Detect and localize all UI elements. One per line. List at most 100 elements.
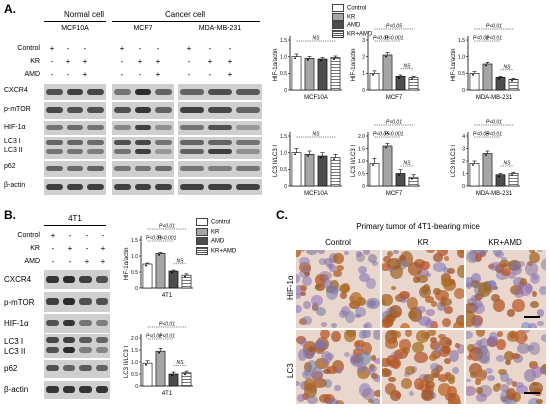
sign-a-signs-0-3: + xyxy=(119,44,125,53)
b-band xyxy=(79,276,92,283)
stain-cell xyxy=(485,367,494,374)
stain-cell xyxy=(426,250,436,254)
stain-cell xyxy=(399,290,410,299)
stain-cell xyxy=(477,282,492,297)
a-hif-mcf10a-ylabel: HIF-1α/actin xyxy=(273,49,279,82)
a-lc3-mcf10a-bar-2 xyxy=(317,155,328,187)
stain-cell xyxy=(449,279,456,285)
stain-cell xyxy=(408,262,422,276)
a-hif-mda-ytick-label: 0.5 xyxy=(458,71,465,77)
stain-cell xyxy=(472,317,482,328)
stain-cell xyxy=(506,308,515,317)
b-band xyxy=(62,365,75,371)
b-lc3-4t1-dot-1 xyxy=(158,351,160,354)
stain-cell xyxy=(443,305,454,315)
stain-cell xyxy=(425,309,435,316)
stain-cell xyxy=(383,255,391,263)
a-band xyxy=(155,149,172,154)
stain-cell xyxy=(362,388,375,401)
stain-cell xyxy=(363,250,370,255)
ihc-photo-1-1 xyxy=(382,330,464,404)
stain-cell xyxy=(436,250,449,257)
stain-cell xyxy=(478,338,490,349)
a-lc3-mcf7-ylabel: LC3 II/LC3 I xyxy=(351,145,357,177)
stain-cell xyxy=(373,357,380,364)
sign-b-signs-1-2: - xyxy=(85,244,89,253)
b-protein-label-cxcr4: CXCR4 xyxy=(4,275,32,284)
stain-cell xyxy=(470,273,482,284)
b-band xyxy=(79,337,92,343)
stain-cell xyxy=(299,337,307,346)
stain-cell xyxy=(325,285,339,300)
b-lc3-4t1-dot-3 xyxy=(184,373,186,376)
stain-cell xyxy=(369,364,377,372)
sign-b-signs-2-3: + xyxy=(100,257,106,266)
stain-cell xyxy=(429,362,440,372)
legend-b-swatch-kr xyxy=(196,227,208,236)
stain-cell xyxy=(435,345,443,354)
protein-label-p62: p62 xyxy=(4,163,16,170)
stain-cell xyxy=(488,332,499,342)
a-lc3-mda-dot-0 xyxy=(472,164,474,166)
stain-cell xyxy=(340,292,347,300)
stain-cell xyxy=(320,330,331,340)
stain-cell xyxy=(420,260,430,271)
b-lc3-4t1-dot-2 xyxy=(171,374,173,377)
sign-a-signs-2-4: - xyxy=(138,70,142,79)
stain-cell xyxy=(429,336,437,344)
a-band xyxy=(46,184,63,190)
stain-cell xyxy=(430,340,440,351)
b-hif-4t1-sig-label-1: P<0.01 xyxy=(146,236,162,242)
stain-cell xyxy=(327,263,334,270)
stain-cell xyxy=(368,399,374,404)
b-band xyxy=(62,276,75,283)
a-blot-0-2 xyxy=(178,84,262,100)
a-lc3-mcf10a-dot-0 xyxy=(294,153,296,156)
stain-cell xyxy=(382,368,390,375)
stain-cell xyxy=(382,262,391,271)
a-band xyxy=(87,166,104,171)
b-lc3-4t1-sig-label-1: P<0.01 xyxy=(146,334,162,340)
a-hif-mda-bar-0 xyxy=(469,73,480,91)
stain-cell xyxy=(386,258,401,270)
a-lc3-mcf7-bar-2 xyxy=(395,173,406,187)
protein-label-cxcr4: CXCR4 xyxy=(4,87,28,94)
normal-cell-underline xyxy=(44,21,106,22)
stain-cell xyxy=(359,351,372,365)
stain-cell xyxy=(296,304,303,314)
b-hif-4t1-ytick-label: 0 xyxy=(135,286,138,292)
stain-cell xyxy=(441,297,453,307)
a-blot-0-1 xyxy=(112,84,174,100)
a-band xyxy=(66,107,84,113)
b-band xyxy=(62,386,75,393)
stain-cell xyxy=(453,288,464,300)
legend-a-amd: AMD xyxy=(332,21,372,30)
a-band xyxy=(134,140,152,145)
legend-b-text-kr: KR xyxy=(211,229,220,236)
b-band xyxy=(62,298,75,305)
b-band xyxy=(95,347,108,353)
a-band xyxy=(66,140,84,145)
stain-cell xyxy=(296,381,300,386)
a-band xyxy=(236,107,260,113)
stain-cell xyxy=(384,383,397,395)
a-hif-mcf10a-dot-0 xyxy=(294,57,296,60)
a-band xyxy=(155,89,172,95)
b-hif-4t1-dot-1 xyxy=(158,254,160,256)
a-hif-mcf10a-dot-2 xyxy=(320,59,322,62)
stain-cell xyxy=(408,310,417,320)
a-band xyxy=(87,107,104,113)
a-blot-2-1 xyxy=(112,121,174,135)
b-hif-4t1-ytick-label: 1.5 xyxy=(131,238,138,244)
stain-cell xyxy=(456,314,464,326)
a-band xyxy=(134,107,152,113)
a-lc3-mda-ytick-label: 3 xyxy=(462,146,465,152)
legend-text-amd: AMD xyxy=(347,22,361,29)
a-band xyxy=(155,125,172,130)
a-hif-mcf7-dot-3 xyxy=(411,78,413,80)
a-hif-mcf10a-xlabel: MCF10A xyxy=(304,95,328,101)
stain-cell xyxy=(499,372,509,383)
stain-cell xyxy=(455,342,461,349)
stain-cell xyxy=(528,252,540,264)
a-hif-mcf10a-bar-1 xyxy=(304,58,315,91)
